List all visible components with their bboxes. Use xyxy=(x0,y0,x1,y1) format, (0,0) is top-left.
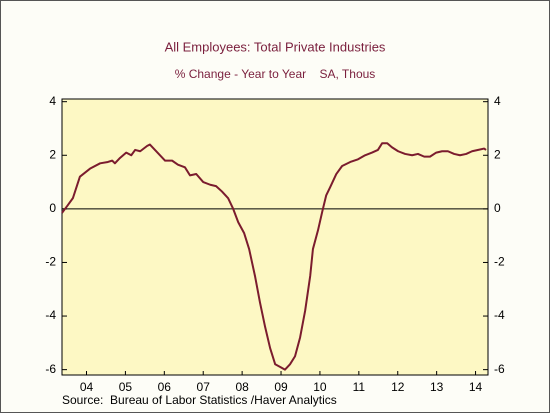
x-tick-label: 09 xyxy=(274,380,288,394)
y-tick-label: -2 xyxy=(45,255,56,269)
x-tick-label: 04 xyxy=(80,380,94,394)
x-tick-label: 14 xyxy=(469,380,483,394)
chart-title: All Employees: Total Private Industries xyxy=(165,39,386,54)
chart-subtitle: % Change - Year to Year SA, Thous xyxy=(175,67,376,81)
y-tick-label: 4 xyxy=(49,94,56,108)
x-tick-label: 08 xyxy=(235,380,249,394)
y2-tick-label: -2 xyxy=(494,255,505,269)
y2-tick-label: -4 xyxy=(494,308,505,322)
y2-tick-label: 2 xyxy=(494,147,501,161)
y-tick-label: 2 xyxy=(49,147,56,161)
x-tick-label: 05 xyxy=(119,380,133,394)
x-tick-label: 06 xyxy=(158,380,172,394)
x-tick-label: 12 xyxy=(391,380,405,394)
source-note: Source: Bureau of Labor Statistics /Have… xyxy=(62,393,337,407)
y2-tick-label: 4 xyxy=(494,94,501,108)
y2-tick-label: 0 xyxy=(494,201,501,215)
y-tick-label: -6 xyxy=(45,362,56,376)
y-tick-label: 0 xyxy=(49,201,56,215)
plot-area xyxy=(61,98,489,376)
data-line xyxy=(61,142,487,371)
y2-tick-label: -6 xyxy=(494,362,505,376)
x-tick-label: 11 xyxy=(353,380,366,394)
y-tick-label: -4 xyxy=(45,308,56,322)
x-tick-label: 07 xyxy=(197,380,211,394)
x-tick-label: 10 xyxy=(313,380,327,394)
x-tick-label: 13 xyxy=(430,380,444,394)
